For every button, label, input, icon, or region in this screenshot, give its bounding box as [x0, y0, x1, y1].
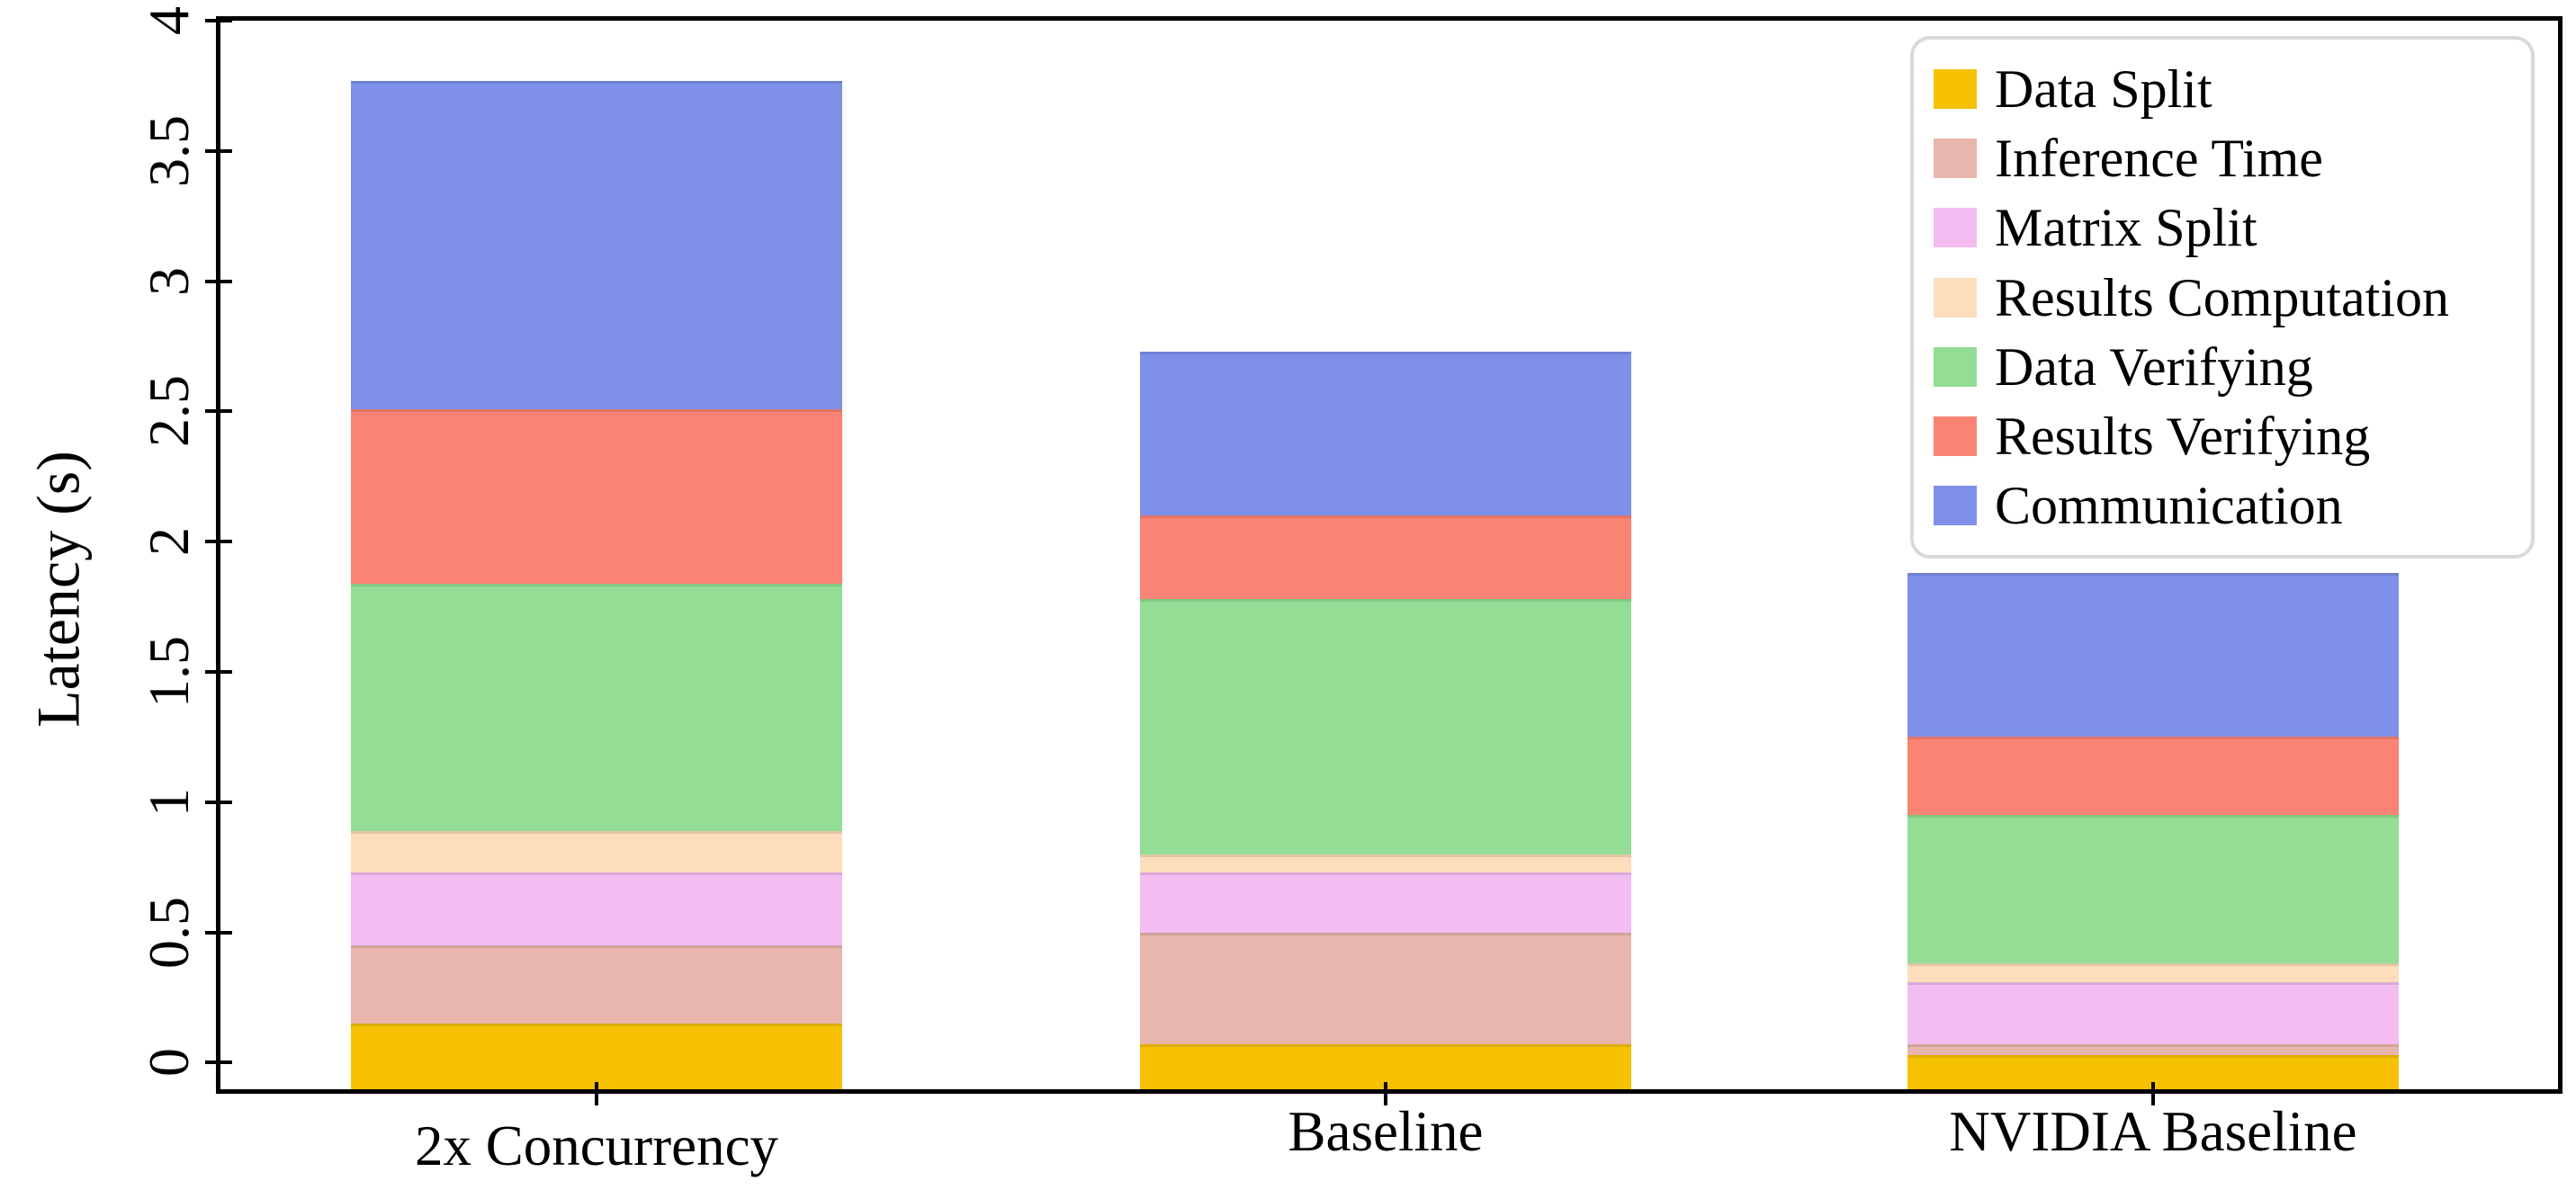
y-tick-0.5 — [205, 930, 232, 935]
y-tick-label-1.5: 1.5 — [137, 636, 201, 709]
bar-segment-baseline-results-verifying — [1140, 515, 1631, 599]
y-tick-label-3.5: 3.5 — [137, 114, 201, 187]
bar-segment-2x-concurrency-matrix-split — [351, 872, 842, 946]
plot-inner: 0 0.5 1 1.5 2 2.5 3 3.5 4 2x Concurrency Baseline N… — [137, 6, 2558, 1176]
y-tick-3.5 — [205, 148, 232, 153]
bar-segment-baseline-matrix-split — [1140, 872, 1631, 933]
legend-label: Results Computation — [1995, 267, 2450, 327]
legend: Data Split Inference Time Matrix Split Resu… — [1910, 36, 2535, 559]
legend-item-inference-time: Inference Time — [1914, 131, 2531, 185]
y-axis-label: Latency (s) — [23, 451, 93, 728]
legend-label: Results Verifying — [1995, 406, 2371, 466]
bar-segment-2x-concurrency-results-verifying — [351, 408, 842, 584]
bar-segment-nvidia-baseline-matrix-split — [1907, 981, 2399, 1045]
legend-item-communication: Communication — [1914, 479, 2531, 532]
y-tick-1.5 — [205, 670, 232, 675]
x-tick-label-2x-concurrency: 2x Concurrency — [414, 1114, 779, 1177]
legend-swatch-icon — [1934, 346, 1977, 387]
bar-segment-2x-concurrency-inference-time — [351, 945, 842, 1024]
x-tick-3 — [2151, 1082, 2155, 1105]
legend-label: Data Split — [1995, 59, 2212, 120]
legend-swatch-icon — [1934, 139, 1977, 179]
legend-label: Communication — [1995, 475, 2343, 535]
legend-item-results-verifying: Results Verifying — [1914, 409, 2531, 463]
legend-item-data-verifying: Data Verifying — [1914, 340, 2531, 394]
bar-segment-baseline-results-computation — [1140, 854, 1631, 873]
legend-label: Inference Time — [1995, 129, 2323, 189]
bar-segment-baseline-data-verifying — [1140, 598, 1631, 854]
y-tick-0 — [205, 1060, 232, 1065]
legend-label: Matrix Split — [1995, 198, 2257, 258]
bar-segment-2x-concurrency-results-computation — [351, 830, 842, 873]
bar-segment-nvidia-baseline-results-computation — [1907, 963, 2399, 982]
y-tick-label-2.5: 2.5 — [137, 375, 201, 448]
bar-segment-nvidia-baseline-data-verifying — [1907, 815, 2399, 964]
legend-swatch-icon — [1934, 416, 1977, 456]
bar-segment-2x-concurrency-communication — [351, 80, 842, 409]
y-tick-label-4: 4 — [137, 6, 201, 35]
bar-segment-nvidia-baseline-communication — [1907, 572, 2399, 738]
x-tick-label-baseline: Baseline — [1288, 1100, 1484, 1163]
legend-swatch-icon — [1934, 277, 1977, 318]
x-tick-label-nvidia-baseline: NVIDIA Baseline — [1949, 1100, 2357, 1163]
legend-swatch-icon — [1934, 485, 1977, 525]
x-tick-2 — [1384, 1082, 1387, 1105]
legend-item-data-split: Data Split — [1914, 62, 2531, 116]
bar-segment-nvidia-baseline-inference-time — [1907, 1044, 2399, 1055]
y-tick-2 — [205, 540, 232, 544]
legend-item-matrix-split: Matrix Split — [1914, 201, 2531, 255]
bar-segment-baseline-communication — [1140, 351, 1631, 516]
y-tick-label-0: 0 — [137, 1048, 201, 1078]
bar-segment-baseline-data-split — [1140, 1044, 1631, 1089]
y-tick-2.5 — [205, 409, 232, 414]
legend-label: Data Verifying — [1995, 336, 2313, 397]
y-tick-label-3: 3 — [137, 266, 201, 296]
y-tick-4 — [205, 19, 232, 22]
bar-segment-2x-concurrency-data-verifying — [351, 583, 842, 831]
bar-segment-baseline-inference-time — [1140, 932, 1631, 1045]
bar-segment-nvidia-baseline-results-verifying — [1907, 737, 2399, 816]
legend-swatch-icon — [1934, 208, 1977, 248]
y-tick-1 — [205, 800, 232, 804]
legend-swatch-icon — [1934, 69, 1977, 110]
y-tick-label-2: 2 — [137, 527, 201, 557]
x-tick-1 — [595, 1082, 598, 1105]
bar-segment-2x-concurrency-data-split — [351, 1024, 842, 1089]
y-tick-label-0.5: 0.5 — [137, 896, 201, 969]
legend-item-results-computation: Results Computation — [1914, 271, 2531, 325]
y-tick-3 — [205, 279, 232, 283]
y-tick-label-1: 1 — [137, 787, 201, 817]
